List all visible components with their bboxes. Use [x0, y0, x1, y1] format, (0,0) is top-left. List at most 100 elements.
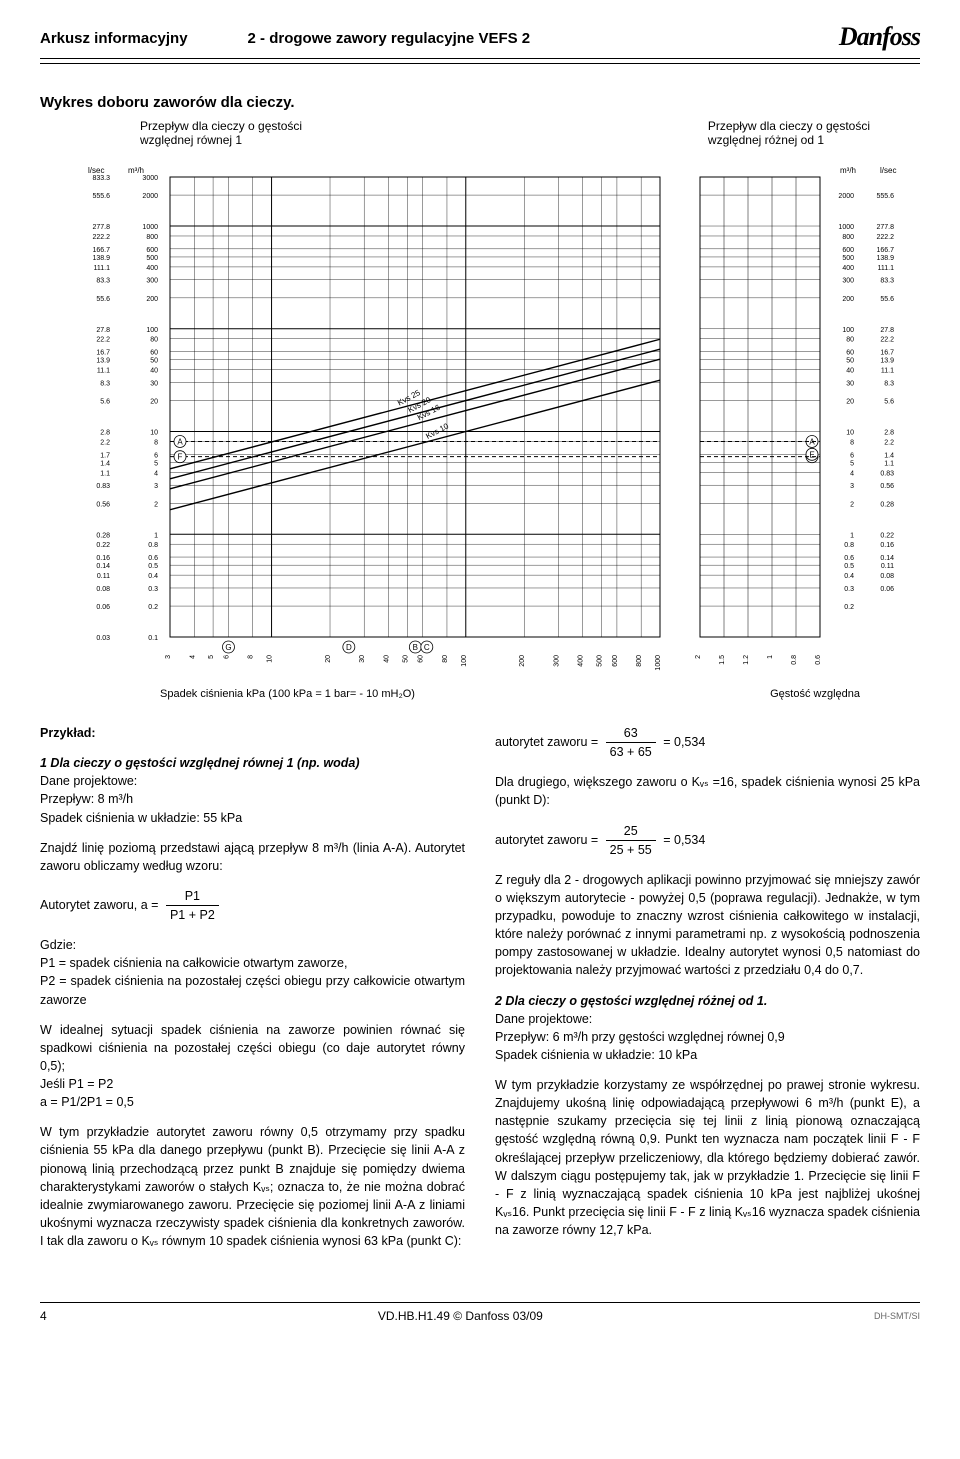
x-axis-label: Spadek ciśnienia kPa (100 kPa = 1 bar= -…: [160, 688, 415, 700]
svg-text:0.56: 0.56: [96, 501, 110, 508]
svg-text:0.1: 0.1: [148, 635, 158, 642]
example-title: Przykład:: [40, 724, 465, 742]
svg-text:2.2: 2.2: [884, 439, 894, 446]
svg-text:200: 200: [146, 296, 158, 303]
svg-text:1: 1: [850, 532, 854, 539]
svg-text:30: 30: [359, 655, 366, 663]
svg-text:400: 400: [578, 655, 585, 667]
brand-logo: Danfoss: [839, 22, 920, 52]
svg-text:40: 40: [383, 655, 390, 663]
svg-text:0.8: 0.8: [791, 655, 798, 665]
svg-text:0.2: 0.2: [844, 604, 854, 611]
svg-text:200: 200: [519, 655, 526, 667]
svg-text:G: G: [225, 643, 231, 652]
svg-text:500: 500: [597, 655, 604, 667]
svg-text:A: A: [177, 437, 183, 446]
svg-text:0.14: 0.14: [880, 555, 894, 562]
svg-text:5: 5: [154, 460, 158, 467]
svg-text:166.7: 166.7: [876, 247, 894, 254]
svg-text:0.5: 0.5: [844, 563, 854, 570]
svg-text:55.6: 55.6: [880, 296, 894, 303]
svg-text:400: 400: [146, 265, 158, 272]
svg-text:8: 8: [850, 439, 854, 446]
paragraph-1: Znajdź linię poziomą przedstawi ającą pr…: [40, 839, 465, 875]
svg-text:1.1: 1.1: [100, 470, 110, 477]
svg-text:4: 4: [154, 470, 158, 477]
svg-text:5: 5: [850, 460, 854, 467]
svg-text:l/sec: l/sec: [880, 166, 896, 175]
svg-text:0.03: 0.03: [96, 635, 110, 642]
svg-text:0.22: 0.22: [880, 532, 894, 539]
svg-text:400: 400: [842, 265, 854, 272]
svg-text:222.2: 222.2: [92, 234, 110, 241]
svg-text:l/sec: l/sec: [88, 166, 104, 175]
svg-text:555.6: 555.6: [92, 193, 110, 200]
svg-text:1000: 1000: [142, 224, 158, 231]
right-p3: W tym przykładzie korzystamy ze współrzę…: [495, 1076, 920, 1239]
svg-text:6: 6: [850, 452, 854, 459]
svg-text:13.9: 13.9: [880, 358, 894, 365]
svg-text:300: 300: [146, 278, 158, 285]
svg-text:8.3: 8.3: [884, 380, 894, 387]
svg-text:500: 500: [146, 255, 158, 262]
footer-right: DH-SMT/SI: [874, 1311, 920, 1321]
svg-text:22.2: 22.2: [96, 337, 110, 344]
density-label: Gęstość względna: [770, 688, 860, 700]
svg-text:100: 100: [842, 327, 854, 334]
svg-text:600: 600: [612, 655, 619, 667]
svg-text:27.8: 27.8: [96, 327, 110, 334]
svg-text:0.08: 0.08: [880, 573, 894, 580]
svg-text:5.6: 5.6: [884, 399, 894, 406]
svg-text:11.1: 11.1: [97, 368, 110, 375]
nomogram-chart: Przepływ dla cieczy o gęstości względnej…: [40, 119, 920, 700]
svg-text:B: B: [413, 643, 418, 652]
paragraph-2: W idealnej sytuacji spadek ciśnienia na …: [40, 1021, 465, 1112]
svg-text:0.8: 0.8: [844, 542, 854, 549]
case1-data-head: Dane projektowe:: [40, 774, 137, 788]
svg-text:13.9: 13.9: [96, 358, 110, 365]
svg-text:8: 8: [154, 439, 158, 446]
case1-head: 1 Dla cieczy o gęstości względnej równej…: [40, 756, 360, 770]
svg-text:C: C: [424, 643, 430, 652]
svg-text:600: 600: [146, 247, 158, 254]
svg-text:Kvs 10: Kvs 10: [424, 421, 450, 441]
case1-drop: Spadek ciśnienia w układzie: 55 kPa: [40, 811, 242, 825]
doc-type: Arkusz informacyjny: [40, 30, 188, 47]
svg-text:0.6: 0.6: [148, 555, 158, 562]
svg-text:1.1: 1.1: [884, 460, 894, 467]
left-column: Przykład: 1 Dla cieczy o gęstości względ…: [40, 724, 465, 1262]
authority-calc-2: autorytet zaworu = 25 25 + 55 = 0,534: [495, 822, 920, 859]
case2-flow: Przepływ: 6 m³/h przy gęstości względnej…: [495, 1030, 785, 1044]
svg-text:100: 100: [461, 655, 468, 667]
right-p1: Dla drugiego, większego zaworu o Kᵥₛ =16…: [495, 773, 920, 809]
svg-text:300: 300: [842, 278, 854, 285]
svg-text:0.06: 0.06: [880, 586, 894, 593]
svg-text:60: 60: [150, 350, 158, 357]
chart-svg: Kvs 25Kvs 20Kvs 16Kvs 10AFGDBC3456810203…: [40, 157, 920, 677]
svg-text:60: 60: [846, 350, 854, 357]
svg-text:16.7: 16.7: [96, 350, 110, 357]
doc-title: 2 - drogowe zawory regulacyjne VEFS 2: [248, 30, 531, 47]
svg-text:30: 30: [150, 380, 158, 387]
svg-text:8.3: 8.3: [100, 380, 110, 387]
chart-right-title: Przepływ dla cieczy o gęstości względnej…: [708, 119, 870, 147]
svg-text:2.8: 2.8: [884, 430, 894, 437]
svg-text:300: 300: [553, 655, 560, 667]
svg-text:22.2: 22.2: [880, 337, 894, 344]
case1-flow: Przepływ: 8 m³/h: [40, 792, 133, 806]
svg-text:277.8: 277.8: [876, 224, 894, 231]
svg-text:2: 2: [154, 501, 158, 508]
svg-text:2: 2: [695, 655, 702, 659]
svg-text:0.08: 0.08: [96, 586, 110, 593]
svg-text:0.16: 0.16: [96, 555, 110, 562]
svg-text:5.6: 5.6: [100, 399, 110, 406]
svg-text:m³/h: m³/h: [128, 166, 144, 175]
svg-text:0.83: 0.83: [96, 483, 110, 490]
svg-text:50: 50: [402, 655, 409, 663]
svg-text:200: 200: [842, 296, 854, 303]
authority-calc-1: autorytet zaworu = 63 63 + 65 = 0,534: [495, 724, 920, 761]
svg-text:55.6: 55.6: [96, 296, 110, 303]
svg-text:555.6: 555.6: [876, 193, 894, 200]
chart-left-title: Przepływ dla cieczy o gęstości względnej…: [140, 119, 302, 147]
svg-text:20: 20: [150, 399, 158, 406]
